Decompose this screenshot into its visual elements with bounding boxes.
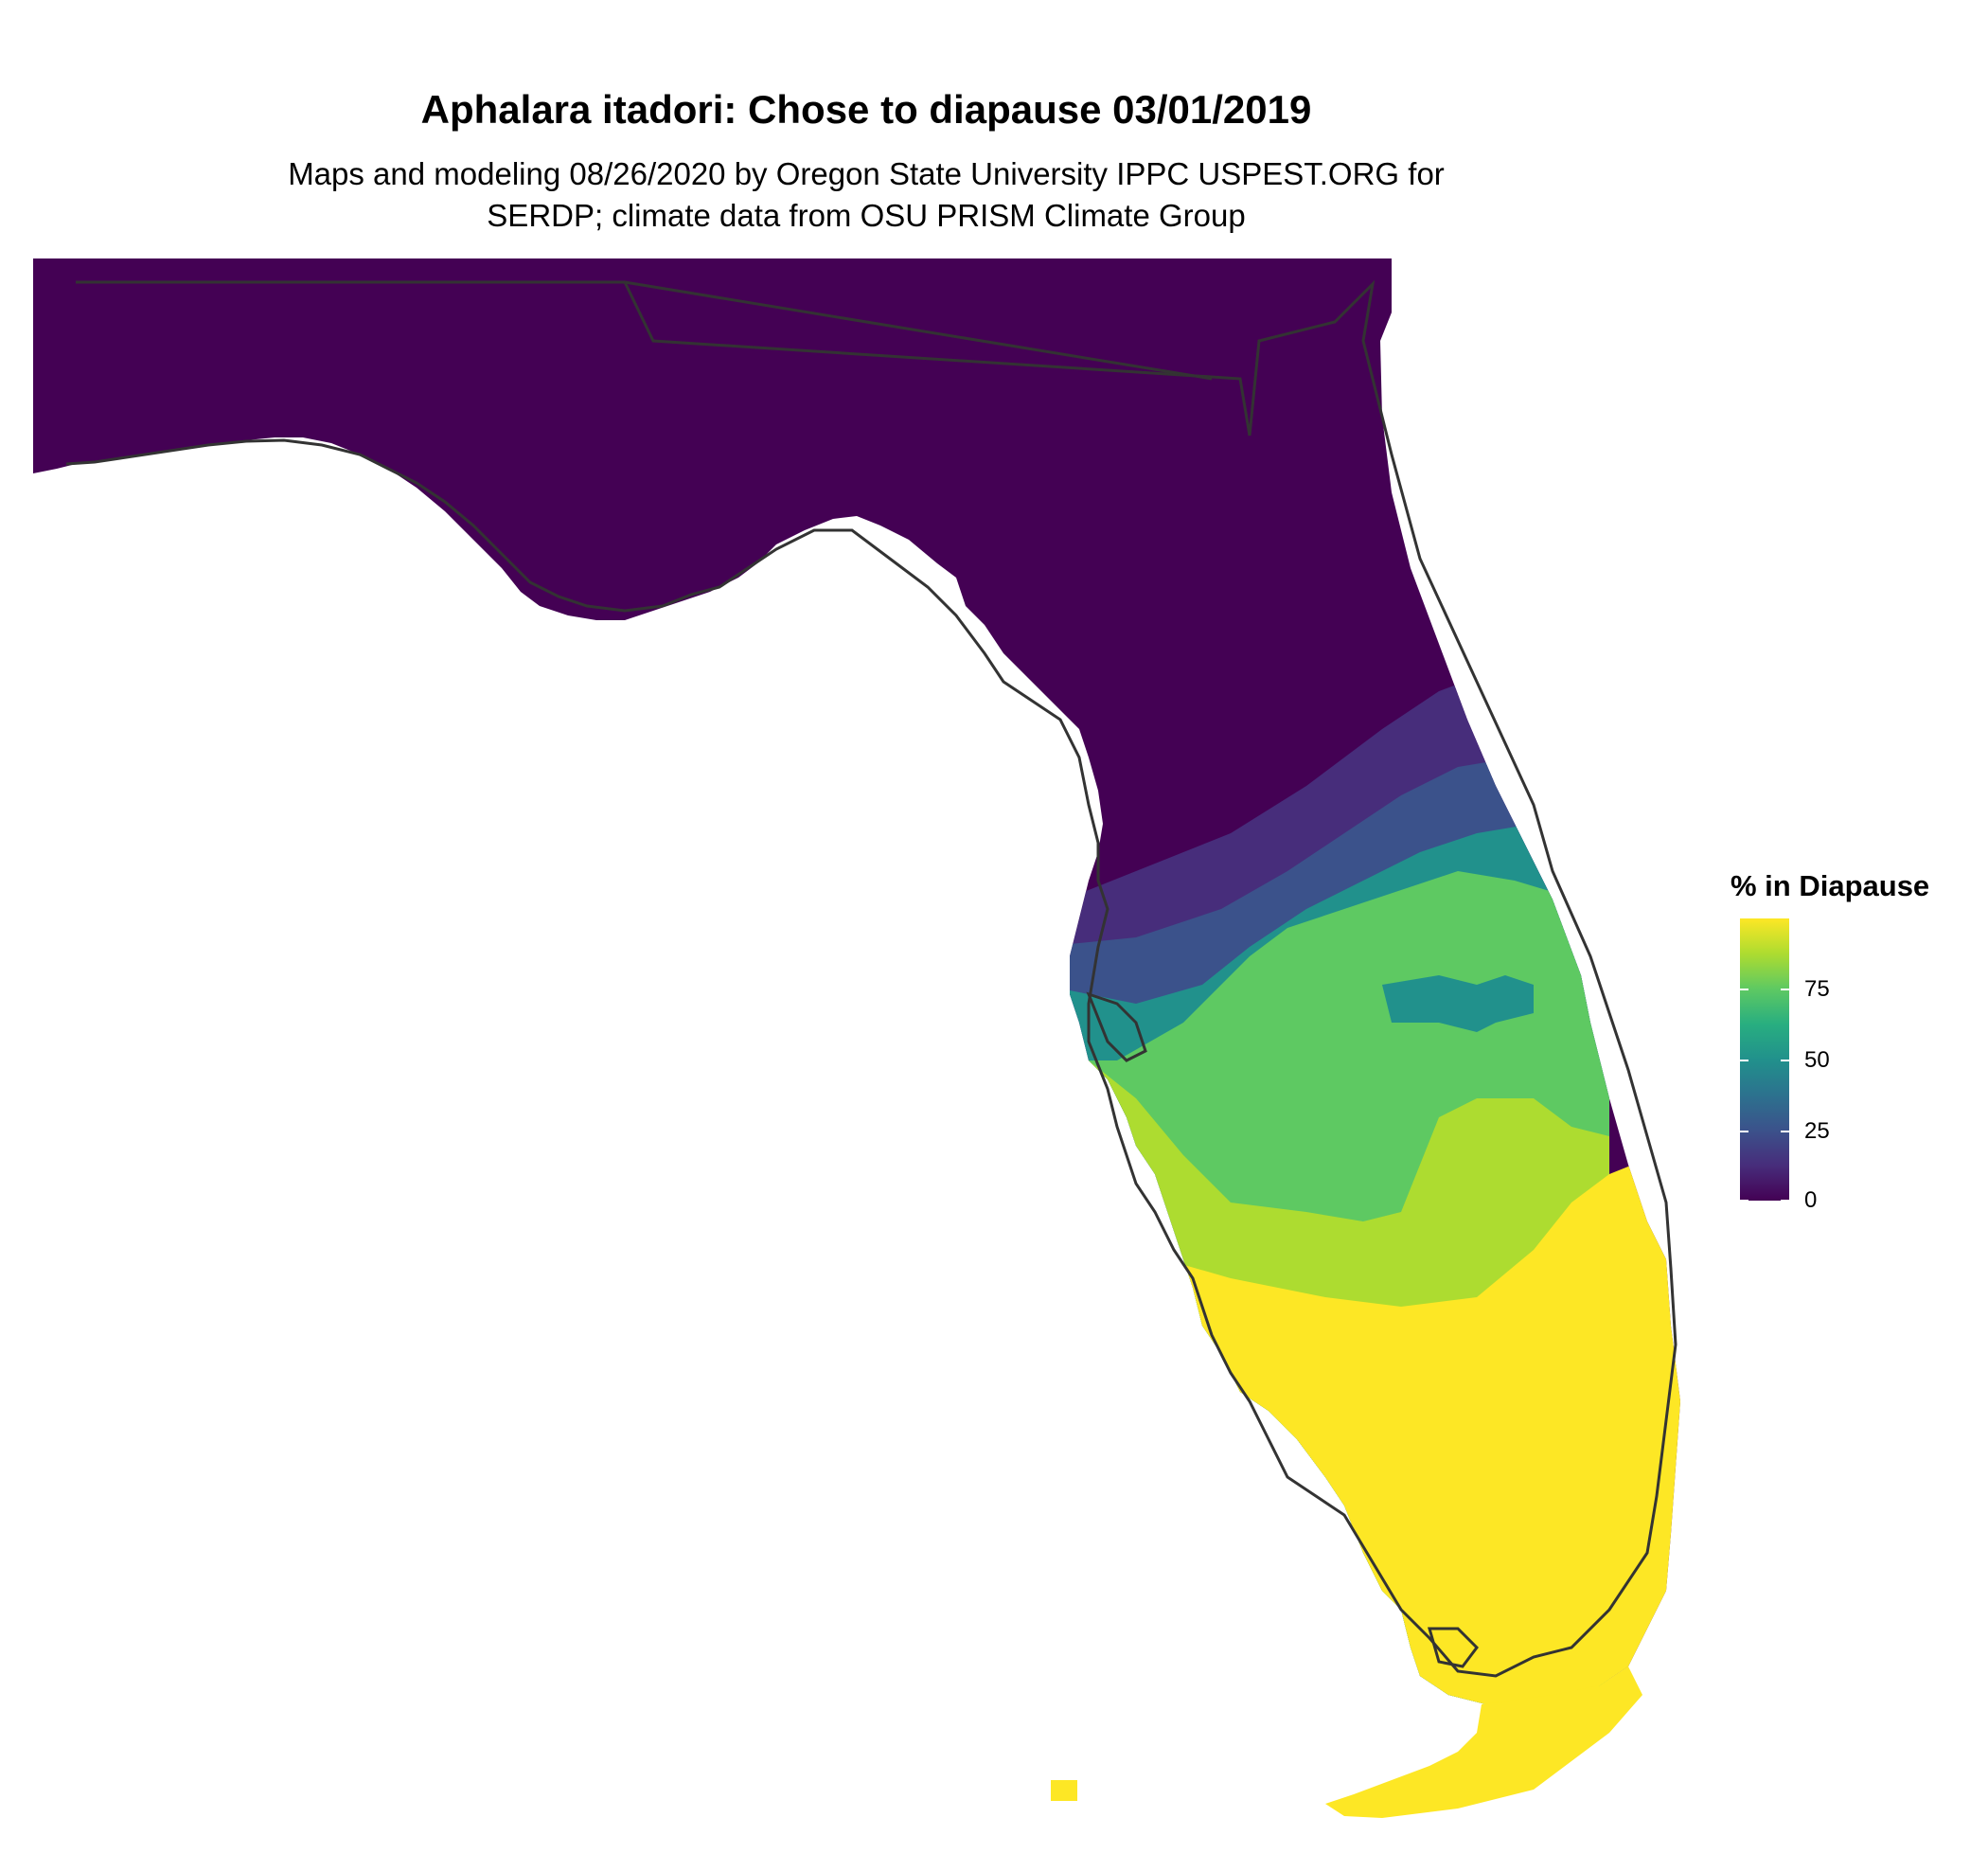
legend-label-50: 50	[1804, 1047, 1830, 1073]
subtitle-line-1: Maps and modeling 08/26/2020 by Oregon S…	[288, 156, 1445, 191]
map-subtitle: Maps and modeling 08/26/2020 by Oregon S…	[0, 153, 1732, 237]
subtitle-line-2: SERDP; climate data from OSU PRISM Clima…	[487, 198, 1246, 233]
diapause-zones	[33, 258, 1680, 1704]
zone-50-inner	[1382, 975, 1534, 1032]
zone-0	[33, 258, 1680, 1704]
legend-label-25: 25	[1804, 1118, 1830, 1144]
legend-label-75: 75	[1804, 976, 1830, 1002]
map-title: Aphalara itadori: Chose to diapause 03/0…	[420, 87, 1312, 132]
legend-title: % in Diapause	[1731, 869, 1930, 902]
state-borders	[65, 279, 1677, 1678]
legend: % in Diapause 75 50 25 0	[1731, 869, 1977, 1213]
florida-keys	[1051, 1666, 1642, 1818]
legend-label-0: 0	[1804, 1187, 1818, 1213]
